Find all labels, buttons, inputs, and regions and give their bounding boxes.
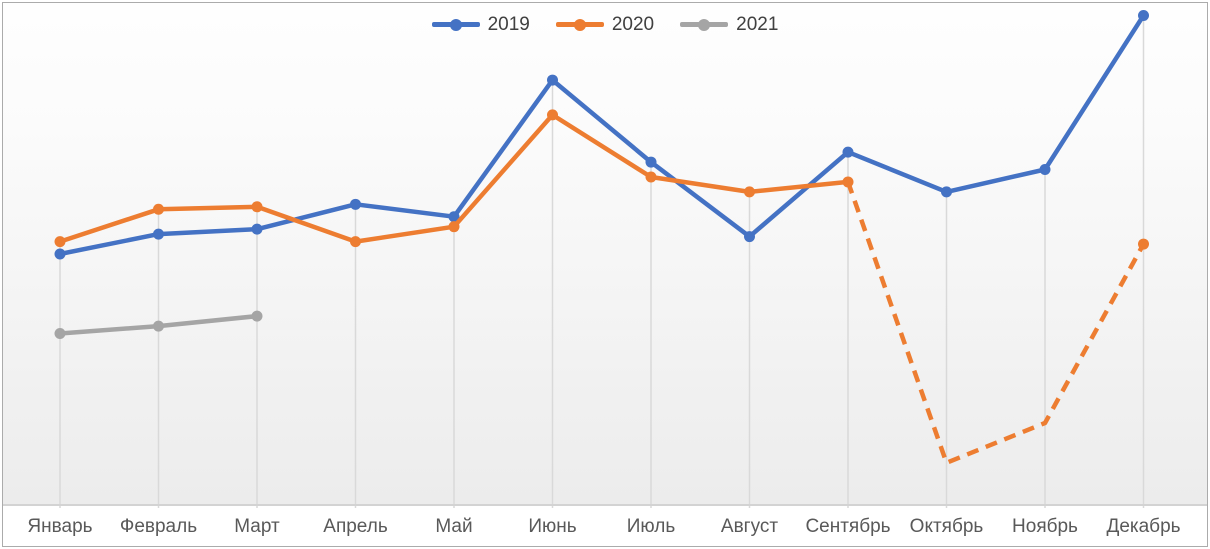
x-axis-label: Ноябрь (1012, 516, 1078, 537)
data-point-2019[interactable] (54, 248, 66, 260)
legend-item-2019[interactable]: 2019 (431, 14, 530, 35)
data-point-2019[interactable] (350, 198, 361, 210)
data-point-2020[interactable] (448, 221, 460, 233)
data-point-2020[interactable] (1138, 238, 1149, 250)
data-point-2019[interactable] (744, 231, 755, 243)
legend-dot-icon (573, 18, 586, 31)
x-axis-label: Апрель (323, 516, 388, 537)
plot-background (3, 3, 1207, 505)
legend-line-marker-icon (555, 18, 604, 31)
x-axis-label: Декабрь (1106, 516, 1181, 537)
x-axis-label: Октябрь (909, 516, 984, 537)
data-point-2020[interactable] (645, 171, 657, 183)
data-point-2019[interactable] (941, 186, 952, 198)
legend-dot-icon (449, 18, 462, 31)
legend-label: 2020 (611, 14, 655, 35)
legend-item-2021[interactable]: 2021 (680, 15, 778, 34)
data-point-2019[interactable] (251, 223, 263, 235)
legend-label: 2019 (487, 14, 530, 35)
data-point-2021[interactable] (54, 328, 66, 340)
data-point-2021[interactable] (153, 320, 164, 332)
legend-dot-icon (698, 18, 711, 31)
x-axis-label: Июнь (528, 516, 577, 537)
series-line-2020-dashed[interactable] (845, 181, 1146, 466)
data-point-2019[interactable] (842, 146, 854, 158)
x-axis-label: Сентябрь (805, 516, 891, 537)
data-point-2020[interactable] (842, 176, 854, 188)
data-point-2019[interactable] (1138, 9, 1149, 21)
data-point-2019[interactable] (547, 74, 558, 86)
data-point-2020[interactable] (153, 203, 164, 215)
x-axis-label: Июль (626, 516, 676, 537)
data-point-2019[interactable] (645, 156, 657, 168)
legend-line-marker-icon (680, 18, 729, 31)
data-point-2019[interactable] (1039, 164, 1051, 176)
data-point-2020[interactable] (350, 236, 361, 248)
chart-legend: 2019 2020 2021 (0, 15, 1210, 34)
legend-item-2020[interactable]: 2020 (555, 14, 655, 35)
x-axis-label: Февраль (119, 516, 198, 537)
data-point-2020[interactable] (547, 109, 558, 121)
x-axis-label: Август (720, 516, 779, 537)
x-axis-label: Январь (27, 516, 93, 537)
data-point-2019[interactable] (448, 211, 460, 223)
x-axis-label: Май (435, 516, 473, 537)
series-line-2019[interactable] (57, 13, 1146, 257)
data-point-2020[interactable] (54, 236, 66, 248)
x-axis-label: Март (234, 516, 280, 537)
legend-label: 2021 (736, 14, 779, 35)
data-point-2020[interactable] (251, 201, 263, 213)
data-point-2019[interactable] (153, 228, 164, 240)
data-point-2020[interactable] (744, 186, 755, 198)
legend-line-marker-icon (431, 18, 480, 31)
data-point-2021[interactable] (251, 310, 263, 322)
